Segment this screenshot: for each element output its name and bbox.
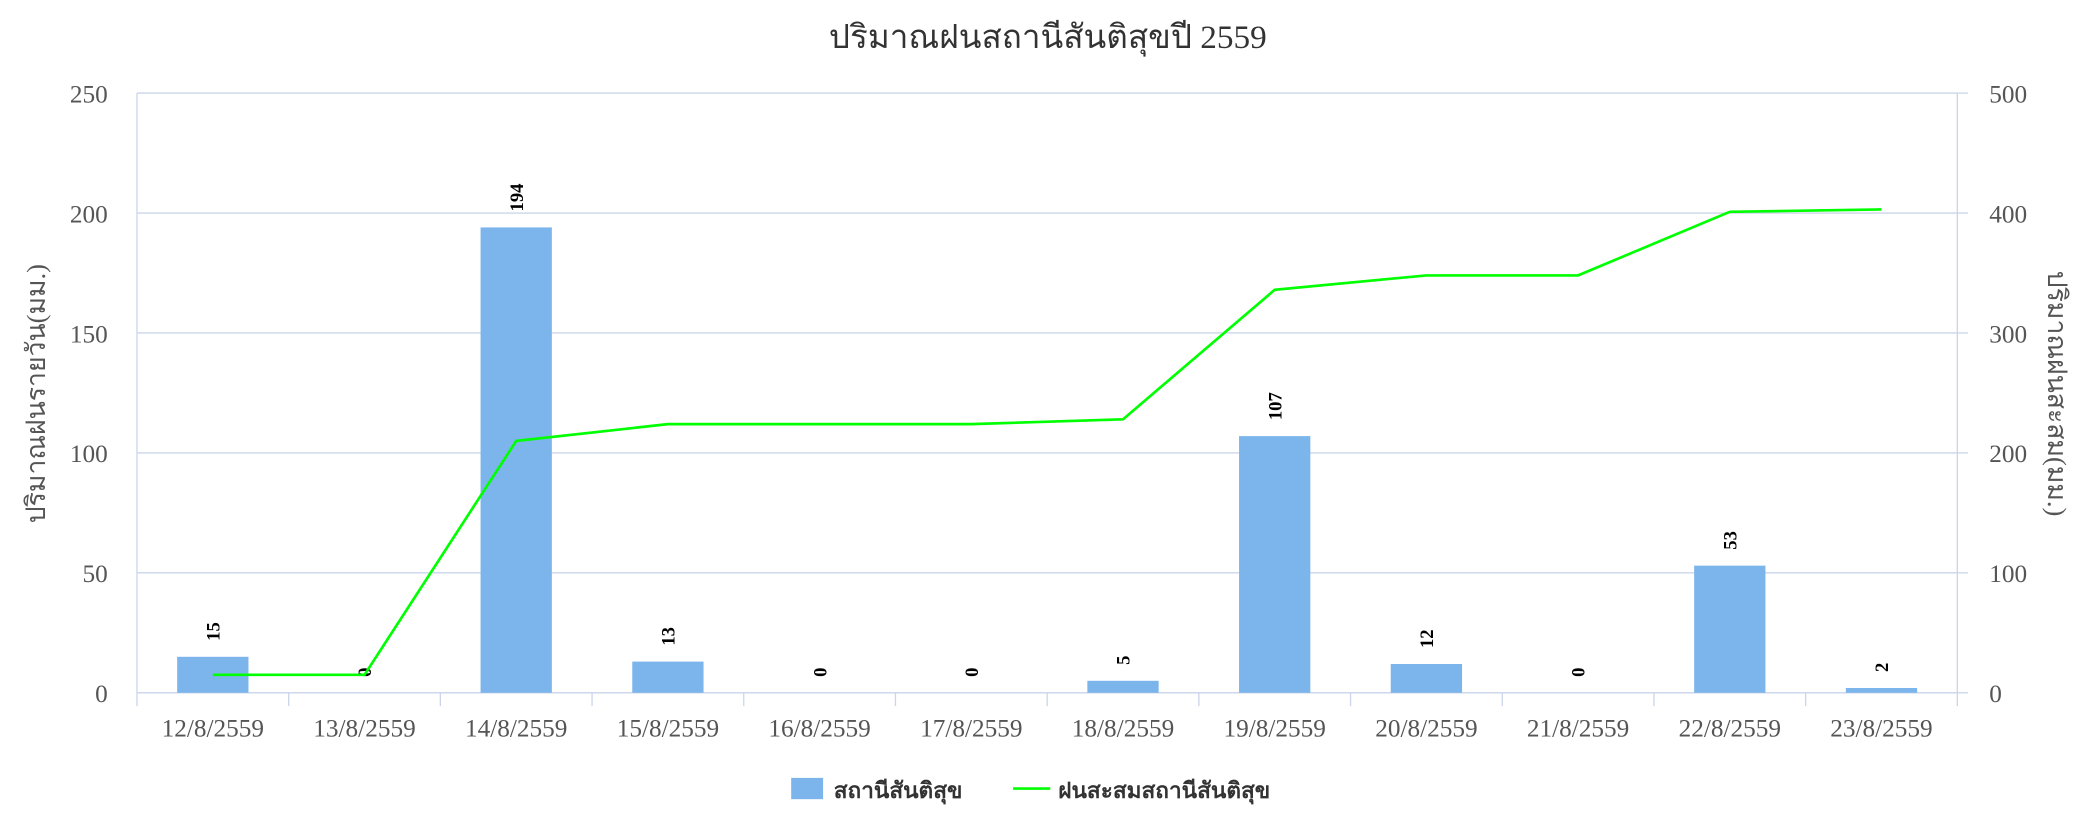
y2-tick-label: 400 [1989,200,2027,228]
x-tick-label: 15/8/2559 [617,715,719,743]
value-label: 0 [810,668,831,677]
line [212,208,1882,677]
y2-tick-label: 200 [1989,440,2027,468]
x-tick-label: 23/8/2559 [1830,715,1932,743]
x-tick-label: 12/8/2559 [162,715,264,743]
bar [1239,436,1311,693]
chart-title: ปริมาณฝนสถานีสันติสุขปี 2559 [829,19,1267,57]
value-label: 13 [659,627,680,646]
value-label: 0 [1569,668,1590,677]
x-tick-label: 17/8/2559 [920,715,1022,743]
x-tick-label: 14/8/2559 [465,715,567,743]
value-label: 2 [1872,663,1893,672]
x-tick-label: 16/8/2559 [768,715,870,743]
x-tick-label: 13/8/2559 [313,715,415,743]
y-tick-label: 50 [82,560,107,588]
bar [632,661,704,693]
x-tick-label: 20/8/2559 [1375,715,1477,743]
bar [1390,664,1463,693]
x-tick-label: 21/8/2559 [1527,715,1629,743]
value-label: 0 [962,668,983,677]
bar [1087,680,1159,693]
y-tick-label: 100 [70,440,108,468]
value-label: 194 [507,184,528,212]
x-tick-label: 19/8/2559 [1223,715,1325,743]
value-label: 12 [1417,629,1438,648]
value-label: 15 [203,622,224,641]
x-tick-label: 22/8/2559 [1679,715,1781,743]
y-axis-title: ปริมาณฝนรายวัน(มม.) [21,264,51,523]
value-label: 5 [1114,656,1135,665]
y2-tick-label: 300 [1989,320,2027,348]
legend-label: สถานีสันติสุข [834,778,963,805]
y2-tick-label: 0 [1989,680,2002,708]
y-tick-label: 250 [70,80,108,108]
bar [1694,565,1766,693]
legend-label: ฝนสะสมสถานีสันติสุข [1058,778,1270,805]
y2-tick-label: 500 [1989,80,2027,108]
bar [1845,687,1918,693]
x-tick-label: 18/8/2559 [1072,715,1174,743]
value-label: 107 [1265,392,1286,420]
legend-swatch [791,777,824,800]
y-tick-label: 200 [70,200,108,228]
value-label: 53 [1720,531,1741,550]
y-tick-label: 0 [95,680,108,708]
y-tick-label: 150 [70,320,108,348]
y2-tick-label: 100 [1989,560,2027,588]
bar [480,227,552,693]
y2-axis-title: ปริมาณฝนสะสม(มม.) [2042,271,2072,517]
